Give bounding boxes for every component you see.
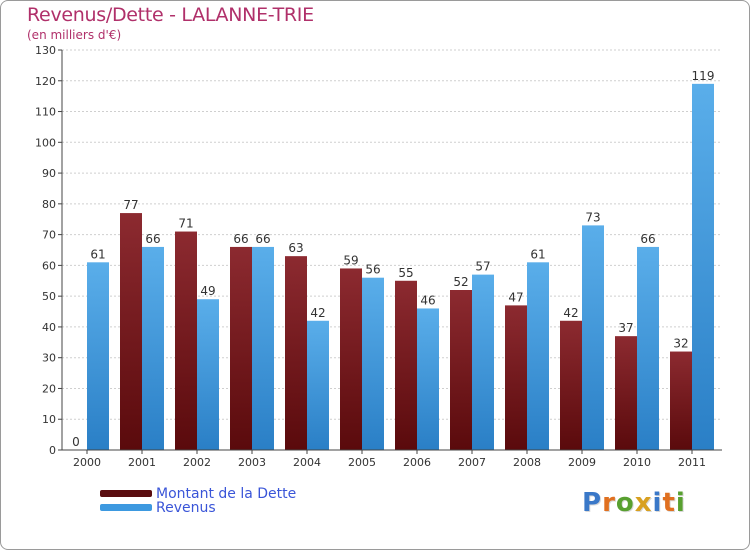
data-label: 119 (692, 69, 715, 83)
y-tick-label: 90 (42, 167, 56, 180)
chart-subtitle: (en milliers d'€) (27, 28, 122, 42)
data-label: 0 (72, 435, 80, 449)
bar-revenus (692, 83, 714, 450)
bar-dette (230, 246, 252, 450)
data-label: 71 (178, 217, 193, 231)
data-label: 61 (90, 247, 105, 261)
proxiti-logo: Proxiti (582, 488, 686, 518)
data-label: 52 (453, 275, 468, 289)
data-label: 42 (310, 306, 325, 320)
legend-label-dette: Montant de la Dette (156, 486, 297, 502)
bar-dette (615, 336, 637, 450)
grid-layer (62, 49, 722, 420)
logo-letter: o (615, 488, 635, 518)
y-tick-label: 130 (35, 44, 56, 57)
bar-dette (670, 351, 692, 450)
data-label: 47 (508, 290, 523, 304)
logo-letter: x (634, 488, 653, 518)
logo-letter: P (582, 488, 603, 518)
data-label: 46 (420, 293, 435, 307)
data-label: 66 (255, 232, 270, 246)
logo-letter: i (652, 488, 663, 518)
data-label: 37 (618, 321, 633, 335)
bar-dette (505, 305, 527, 450)
bar-revenus (362, 277, 384, 450)
bar-revenus (252, 246, 274, 450)
x-tick-label: 2008 (513, 456, 541, 469)
x-tick-label: 2009 (568, 456, 596, 469)
bar-revenus (582, 225, 604, 450)
bar-revenus (637, 246, 659, 450)
y-tick-label: 120 (35, 75, 56, 88)
x-tick-label: 2006 (403, 456, 431, 469)
data-labels-layer: 0 61 77 66 71 49 66 66 63 42 59 56 55 46 52 57 47 61 42 73 3… (72, 69, 714, 449)
data-label: 42 (563, 306, 578, 320)
data-label: 73 (585, 210, 600, 224)
y-tick-label: 100 (35, 136, 56, 149)
data-label: 32 (673, 337, 688, 351)
bars-layer (87, 83, 714, 450)
y-tick-label: 0 (49, 444, 56, 457)
logo-letter: t (662, 488, 676, 518)
bar-dette (120, 213, 142, 450)
bar-dette (285, 256, 307, 450)
bar-dette (175, 231, 197, 450)
data-label: 61 (530, 247, 545, 261)
legend-swatch-revenus (100, 504, 152, 511)
y-tick-label: 10 (42, 413, 56, 426)
x-tick-label: 2000 (73, 456, 101, 469)
x-tick-label: 2011 (678, 456, 706, 469)
legend-label-revenus: Revenus (156, 500, 216, 516)
x-tick-label: 2010 (623, 456, 651, 469)
data-label: 59 (343, 253, 358, 267)
axis-layer: 0 10 20 30 40 50 60 70 80 90 100 110 120 130 2000 2001 2… (35, 44, 722, 469)
legend-swatch-dette (100, 490, 152, 497)
y-tick-label: 50 (42, 290, 56, 303)
y-tick-label: 60 (42, 259, 56, 272)
y-tick-label: 30 (42, 352, 56, 365)
bar-dette (560, 320, 582, 450)
y-tick-label: 20 (42, 382, 56, 395)
logo-letter: i (675, 488, 686, 518)
data-label: 56 (365, 263, 380, 277)
data-label: 66 (145, 232, 160, 246)
x-tick-label: 2003 (238, 456, 266, 469)
x-tick-label: 2002 (183, 456, 211, 469)
data-label: 66 (640, 232, 655, 246)
y-tick-label: 80 (42, 198, 56, 211)
bar-revenus (472, 274, 494, 450)
x-tick-label: 2007 (458, 456, 486, 469)
bar-revenus (87, 262, 109, 450)
data-label: 63 (288, 241, 303, 255)
data-label: 55 (398, 266, 413, 280)
logo-letter: r (602, 488, 616, 518)
bar-dette (450, 290, 472, 450)
bar-revenus (197, 299, 219, 450)
bar-revenus (307, 320, 329, 450)
x-tick-label: 2001 (128, 456, 156, 469)
y-tick-label: 110 (35, 106, 56, 119)
bar-dette (340, 268, 362, 450)
y-tick-label: 70 (42, 229, 56, 242)
y-tick-label: 40 (42, 321, 56, 334)
bar-revenus (142, 246, 164, 450)
data-label: 77 (123, 198, 138, 212)
bar-dette (395, 280, 417, 450)
chart-title: Revenus/Dette - LALANNE-TRIE (27, 4, 314, 26)
bar-revenus (527, 262, 549, 450)
data-label: 66 (233, 232, 248, 246)
x-tick-label: 2004 (293, 456, 321, 469)
x-tick-label: 2005 (348, 456, 376, 469)
bar-revenus (417, 308, 439, 450)
data-label: 49 (200, 284, 215, 298)
data-label: 57 (475, 260, 490, 274)
